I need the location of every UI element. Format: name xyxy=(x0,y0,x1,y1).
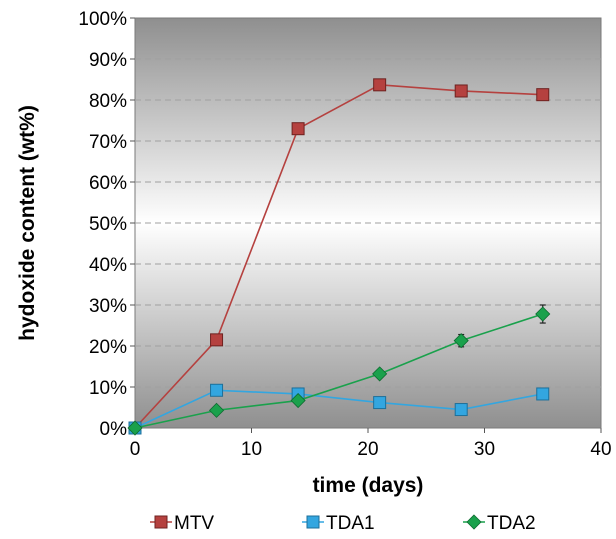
y-tick-label: 10% xyxy=(89,378,127,399)
legend-item-mtv: MTV xyxy=(150,513,214,534)
data-point-tda1 xyxy=(373,396,387,410)
data-point-tda1 xyxy=(210,383,224,397)
data-point-mtv xyxy=(291,122,305,136)
data-point-tda1 xyxy=(536,387,550,401)
y-tick-label: 0% xyxy=(100,419,128,440)
legend-label-mtv: MTV xyxy=(174,513,214,534)
y-tick-label: 40% xyxy=(89,255,127,276)
legend-item-tda2: TDA2 xyxy=(463,513,536,534)
data-point-mtv xyxy=(373,78,387,92)
legend-item-tda1: TDA1 xyxy=(302,513,375,534)
y-tick-label: 100% xyxy=(78,9,127,30)
data-point-tda2 xyxy=(127,420,143,436)
legend-label-tda2: TDA2 xyxy=(487,513,536,534)
x-axis-label: time (days) xyxy=(313,474,424,497)
gridlines xyxy=(135,58,601,388)
x-axis-ticks: 0 10 20 30 40 xyxy=(130,428,612,460)
series-layer xyxy=(127,78,551,436)
data-point-mtv xyxy=(454,84,468,98)
y-tick-label: 20% xyxy=(89,337,127,358)
y-tick-label: 60% xyxy=(89,173,127,194)
series-tda2 xyxy=(127,304,551,436)
y-tick-label: 90% xyxy=(89,50,127,71)
series-line-tda1 xyxy=(134,389,543,429)
series-line-tda2 xyxy=(134,313,543,429)
legend-marker-mtv xyxy=(154,515,168,529)
y-axis-label: hydoxide content (wt%) xyxy=(16,105,39,341)
y-axis-ticks: 0% 10% 20% 30% 40% 50% 60% 70% 80% 90% 100% xyxy=(78,9,135,440)
data-point-mtv xyxy=(536,88,550,102)
x-tick-label: 0 xyxy=(130,439,141,460)
data-point-tda1 xyxy=(454,403,468,417)
y-tick-label: 30% xyxy=(89,296,127,317)
legend: MTV TDA1 TDA2 xyxy=(150,513,536,534)
data-point-mtv xyxy=(210,333,224,347)
x-tick-label: 10 xyxy=(241,439,262,460)
series-line-mtv xyxy=(134,84,543,429)
y-tick-label: 80% xyxy=(89,91,127,112)
legend-marker-tda2 xyxy=(466,514,482,530)
x-tick-label: 40 xyxy=(590,439,611,460)
data-point-tda2 xyxy=(208,402,225,418)
legend-marker-tda1 xyxy=(306,515,320,529)
y-tick-label: 70% xyxy=(89,132,127,153)
data-point-tda2 xyxy=(290,392,306,409)
data-point-tda2 xyxy=(453,333,469,349)
y-tick-label: 50% xyxy=(89,214,127,235)
x-tick-label: 20 xyxy=(357,439,378,460)
data-point-tda2 xyxy=(372,366,388,382)
legend-label-tda1: TDA1 xyxy=(326,513,375,534)
data-point-tda2 xyxy=(535,306,551,322)
x-tick-label: 30 xyxy=(474,439,495,460)
